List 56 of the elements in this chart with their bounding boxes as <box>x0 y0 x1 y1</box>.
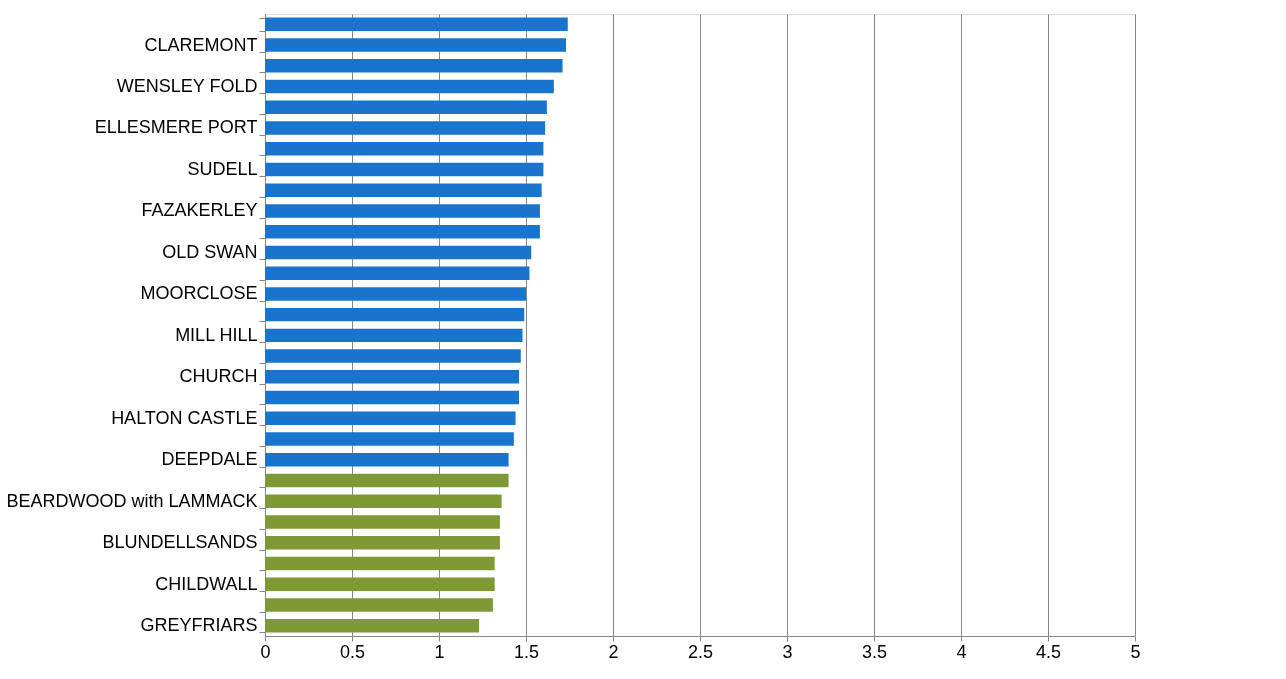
x-tick-label: 2 <box>608 641 619 662</box>
y-tick-label: CLAREMONT <box>144 34 258 55</box>
y-tick-label: BEARDWOOD with LAMMACK <box>6 490 258 511</box>
x-tick-label: 2.5 <box>687 641 714 662</box>
x-tick-label: 0 <box>260 641 271 662</box>
bar <box>265 536 500 550</box>
y-tick-label: HALTON CASTLE <box>111 407 258 428</box>
y-tick-label: DEEPDALE <box>161 449 258 470</box>
bar <box>265 183 542 197</box>
bar <box>265 577 495 591</box>
bar <box>265 328 523 343</box>
bar <box>265 494 502 509</box>
bar <box>265 224 540 239</box>
bar <box>265 100 547 114</box>
y-tick-label: MILL HILL <box>175 324 258 345</box>
y-tick-label: OLD SWAN <box>162 241 258 262</box>
y-tick-label: FAZAKERLEY <box>141 200 258 221</box>
x-tick-label: 1.5 <box>513 641 540 662</box>
x-tick-label: 3 <box>782 641 793 662</box>
bar <box>265 390 520 405</box>
bar <box>265 453 509 467</box>
x-tick-label: 3.5 <box>861 641 888 662</box>
bar <box>265 59 563 73</box>
bar <box>265 141 544 156</box>
bar <box>265 618 480 633</box>
bar <box>265 245 532 260</box>
x-tick-label: 4.5 <box>1035 641 1062 662</box>
bar <box>265 411 516 426</box>
y-tick-label: WENSLEY FOLD <box>116 75 258 96</box>
bar <box>265 556 495 571</box>
y-tick-label: BLUNDELLSANDS <box>102 532 258 553</box>
bar <box>265 598 493 612</box>
bar <box>265 162 544 177</box>
bar <box>265 515 500 529</box>
y-tick-label: MOORCLOSE <box>140 283 258 304</box>
y-tick-label: GREYFRIARS <box>140 615 258 636</box>
bar <box>265 17 568 32</box>
y-tick-label: CHILDWALL <box>155 573 258 594</box>
bar <box>265 287 526 301</box>
bar <box>265 79 554 94</box>
x-tick-label: 5 <box>1130 641 1141 662</box>
bar <box>265 38 567 52</box>
y-tick-label: ELLESMERE PORT <box>94 117 258 138</box>
y-tick-label: CHURCH <box>179 366 258 387</box>
bar <box>265 307 525 322</box>
bar <box>265 204 540 218</box>
bar <box>265 473 509 488</box>
bar <box>265 432 514 446</box>
bar <box>265 266 530 280</box>
x-tick-label: 0.5 <box>339 641 366 662</box>
bar <box>265 349 521 363</box>
x-tick-label: 1 <box>434 641 445 662</box>
bar <box>265 370 520 384</box>
x-tick-label: 4 <box>956 641 967 662</box>
y-tick-label: SUDELL <box>187 158 258 179</box>
bar <box>265 121 546 135</box>
